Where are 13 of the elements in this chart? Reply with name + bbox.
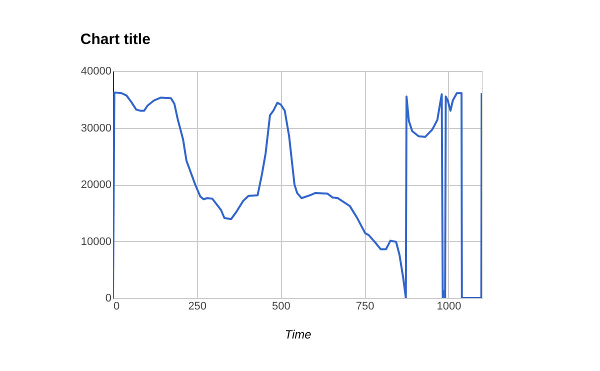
y-tick-label: 0	[105, 292, 112, 304]
line-series	[113, 92, 482, 298]
x-axis-title: Time	[284, 328, 312, 342]
y-tick-label: 30000	[80, 122, 112, 134]
x-tick-label: 500	[272, 300, 290, 312]
x-tick-label: 0	[114, 300, 120, 312]
x-tick-label: 1000	[436, 300, 462, 312]
y-tick-label: 40000	[80, 66, 112, 78]
y-tick-label: 20000	[80, 179, 112, 191]
x-tick-label: 750	[356, 300, 374, 312]
y-tick-label: 10000	[80, 236, 112, 248]
x-tick-label: 250	[188, 300, 207, 312]
chart-title: Chart title	[80, 31, 150, 48]
